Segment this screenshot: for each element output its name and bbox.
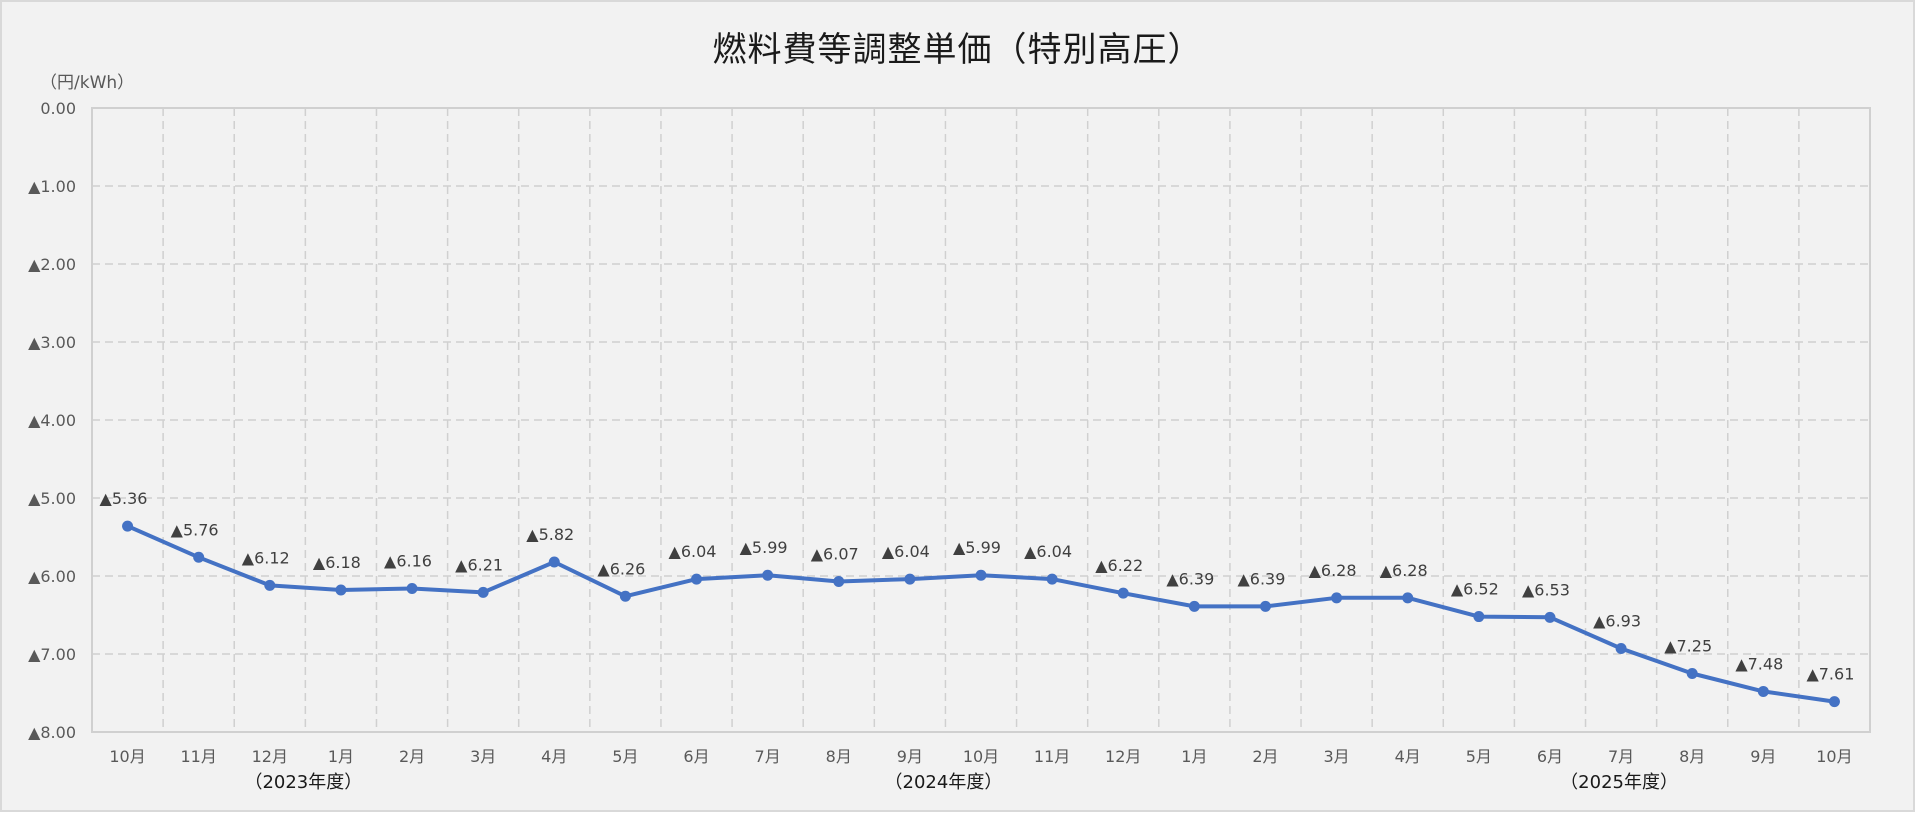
x-axis: 10月 11月 12月 1月 2月 3月 4月 5月 6月 7月 8月 9月 10月 11月 12月 1月 2月… — [109, 747, 1852, 766]
x-tick-label: 11月 — [180, 747, 216, 766]
data-point-marker — [1046, 573, 1058, 585]
x-tick-label: 5月 — [612, 747, 638, 766]
data-point-marker — [264, 579, 276, 591]
data-point-marker — [1259, 600, 1271, 612]
x-tick-label: 12月 — [252, 747, 288, 766]
y-tick-label: ▲7.00 — [28, 645, 76, 664]
data-label: ▲5.82 — [526, 525, 574, 544]
x-tick-label: 9月 — [897, 747, 923, 766]
x-tick-label: 3月 — [1324, 747, 1350, 766]
x-tick-label: 12月 — [1105, 747, 1141, 766]
data-point-marker — [1757, 685, 1769, 697]
data-point-marker — [548, 556, 560, 568]
fiscal-year-label: （2024年度） — [885, 772, 1003, 793]
x-tick-label: 1月 — [1181, 747, 1207, 766]
x-tick-label: 1月 — [328, 747, 354, 766]
x-tick-label: 5月 — [1466, 747, 1492, 766]
y-tick-label: 0.00 — [40, 99, 76, 118]
x-tick-label: 2月 — [399, 747, 425, 766]
x-tick-label: 11月 — [1034, 747, 1070, 766]
data-point-marker — [406, 582, 418, 594]
data-series — [122, 520, 1840, 708]
data-point-marker — [1615, 643, 1627, 655]
data-point-marker — [193, 551, 205, 563]
gridlines — [91, 107, 1871, 733]
chart-title: 燃料費等調整単価（特別高圧） — [712, 30, 1203, 70]
x-tick-label: 6月 — [683, 747, 709, 766]
data-label: ▲6.07 — [811, 544, 859, 563]
y-tick-label: ▲8.00 — [28, 723, 76, 742]
data-label: ▲6.39 — [1166, 569, 1214, 588]
data-label: ▲7.48 — [1735, 654, 1783, 673]
data-point-marker — [1402, 592, 1414, 604]
x-tick-label: 9月 — [1750, 747, 1776, 766]
data-label: ▲5.36 — [100, 489, 148, 508]
fiscal-year-labels: （2023年度） （2024年度） （2025年度） — [244, 772, 1678, 793]
data-point-marker — [691, 573, 703, 585]
data-labels: ▲5.36 ▲5.76 ▲6.12 ▲6.18 ▲6.16 ▲6.21 ▲5.82 ▲6.26… — [100, 489, 1855, 684]
y-tick-label: ▲6.00 — [28, 567, 76, 586]
data-point-marker — [122, 520, 134, 532]
data-label: ▲6.12 — [242, 548, 290, 567]
data-label: ▲6.26 — [597, 559, 645, 578]
data-label: ▲6.39 — [1237, 569, 1285, 588]
data-label: ▲6.21 — [455, 555, 503, 574]
data-point-marker — [904, 573, 916, 585]
x-tick-label: 7月 — [755, 747, 781, 766]
y-tick-label: ▲4.00 — [28, 411, 76, 430]
x-tick-label: 10月 — [963, 747, 999, 766]
y-axis-unit-label: （円/kWh） — [40, 73, 135, 93]
data-point-marker — [1544, 611, 1556, 623]
data-label: ▲6.18 — [313, 553, 361, 572]
fiscal-year-label: （2025年度） — [1560, 772, 1678, 793]
data-label: ▲6.04 — [882, 542, 930, 561]
y-axis: 0.00 ▲1.00 ▲2.00 ▲3.00 ▲4.00 ▲5.00 ▲6.00 ▲7.00 ▲… — [28, 99, 76, 742]
data-label: ▲6.93 — [1593, 612, 1641, 631]
x-tick-label: 6月 — [1537, 747, 1563, 766]
data-point-marker — [762, 569, 774, 581]
data-label: ▲6.16 — [384, 551, 432, 570]
data-point-marker — [1828, 696, 1840, 708]
y-tick-label: ▲1.00 — [28, 177, 76, 196]
plot-area-border — [91, 107, 1871, 733]
data-label: ▲6.04 — [669, 542, 717, 561]
data-point-marker — [1473, 611, 1485, 623]
x-tick-label: 4月 — [541, 747, 567, 766]
data-label: ▲7.61 — [1806, 665, 1854, 684]
data-label: ▲7.25 — [1664, 637, 1712, 656]
x-tick-label: 8月 — [826, 747, 852, 766]
x-tick-label: 7月 — [1608, 747, 1634, 766]
data-label: ▲6.53 — [1522, 580, 1570, 599]
data-point-marker — [1117, 587, 1129, 599]
data-label: ▲5.99 — [953, 538, 1001, 557]
data-label: ▲6.52 — [1451, 580, 1499, 599]
fiscal-year-label: （2023年度） — [244, 772, 362, 793]
data-label: ▲6.28 — [1309, 561, 1357, 580]
data-point-marker — [477, 586, 489, 598]
data-label: ▲5.76 — [171, 520, 219, 539]
y-tick-label: ▲5.00 — [28, 489, 76, 508]
x-tick-label: 4月 — [1395, 747, 1421, 766]
data-point-marker — [1188, 600, 1200, 612]
x-tick-label: 10月 — [109, 747, 145, 766]
data-point-marker — [833, 575, 845, 587]
x-tick-label: 8月 — [1679, 747, 1705, 766]
y-tick-label: ▲3.00 — [28, 333, 76, 352]
x-tick-label: 3月 — [470, 747, 496, 766]
x-tick-label: 2月 — [1252, 747, 1278, 766]
data-point-marker — [1686, 668, 1698, 679]
data-label: ▲6.28 — [1380, 561, 1428, 580]
data-point-marker — [975, 569, 987, 581]
data-label: ▲6.22 — [1095, 556, 1143, 575]
x-tick-label: 10月 — [1816, 747, 1852, 766]
data-label: ▲6.04 — [1024, 542, 1072, 561]
data-point-marker — [619, 590, 631, 602]
y-tick-label: ▲2.00 — [28, 255, 76, 274]
data-label: ▲5.99 — [740, 538, 788, 557]
data-point-marker — [335, 584, 347, 596]
data-point-marker — [1331, 592, 1343, 604]
